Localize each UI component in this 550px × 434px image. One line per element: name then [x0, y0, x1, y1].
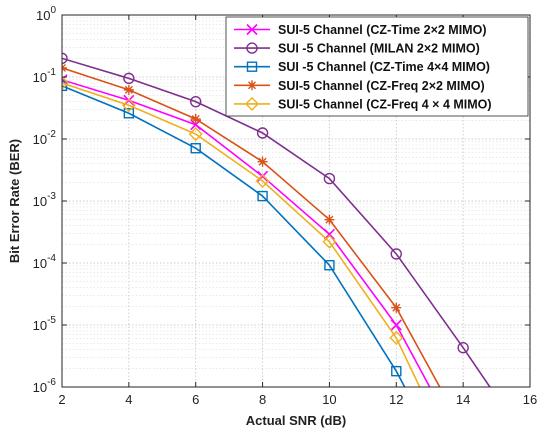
- diamond-marker: [62, 76, 69, 90]
- y-tick-label: 10-4: [33, 253, 57, 271]
- y-tick-label: 10-6: [33, 377, 57, 395]
- x-tick-label: 2: [58, 392, 65, 407]
- square-marker: [391, 365, 402, 377]
- circle-marker: [457, 342, 469, 354]
- circle-marker: [323, 172, 336, 185]
- series-3: [62, 62, 441, 387]
- circle-marker: [390, 248, 402, 260]
- x-tick-label: 12: [389, 392, 403, 407]
- series-line: [62, 82, 421, 387]
- square-marker: [324, 260, 335, 271]
- square-marker: [62, 80, 68, 92]
- series-line: [62, 85, 406, 387]
- legend-entry-label: SUI -5 Channel (MILAN 2×2 MIMO): [278, 42, 480, 56]
- asterisk-marker: [190, 114, 201, 125]
- y-tick-label: 10-1: [33, 67, 57, 85]
- square-marker: [190, 143, 201, 154]
- y-tick-label: 10-2: [33, 129, 57, 147]
- x-marker: [246, 23, 258, 36]
- x-tick-label: 16: [523, 392, 537, 407]
- circle-marker: [246, 42, 258, 54]
- legend-entry-label: SUI -5 Channel (CZ-Time 4×4 MIMO): [278, 60, 490, 74]
- diamond-marker: [121, 98, 136, 113]
- series-line: [62, 57, 491, 387]
- y-tick-label: 10-3: [33, 191, 57, 209]
- legend: SUI-5 Channel (CZ-Time 2×2 MIMO) SUI -5 C…: [225, 16, 529, 117]
- x-marker: [257, 170, 269, 182]
- series-4: [62, 76, 421, 387]
- series-0: [62, 74, 431, 387]
- x-marker: [390, 319, 402, 331]
- diamond-marker: [322, 234, 337, 249]
- asterisk-marker: [247, 80, 257, 91]
- diamond-marker: [255, 174, 270, 189]
- y-tick-label: 100: [36, 5, 56, 23]
- circle-marker: [256, 127, 269, 139]
- x-tick-label: 4: [125, 392, 132, 407]
- diamond-marker: [188, 127, 203, 142]
- series-1: [62, 52, 491, 387]
- legend-entry-label: SUI-5 Channel (CZ-Time 2×2 MIMO): [278, 23, 486, 37]
- circle-marker: [123, 72, 135, 85]
- x-tick-label: 14: [456, 392, 470, 407]
- square-marker: [257, 190, 268, 202]
- x-tick-label: 10: [322, 392, 336, 407]
- diamond-marker: [245, 96, 259, 111]
- diamond-marker: [389, 330, 404, 345]
- circle-marker: [62, 52, 68, 65]
- asterisk-marker: [391, 302, 402, 313]
- series-2: [62, 80, 406, 387]
- asterisk-marker: [257, 156, 268, 167]
- circle-marker: [190, 95, 202, 108]
- series-group: [62, 52, 491, 387]
- square-marker: [123, 108, 135, 119]
- x-axis-label: Actual SNR (dB): [246, 413, 346, 428]
- legend-entry-label: SUI-5 Channel (CZ-Freq 2×2 MIMO): [278, 79, 485, 93]
- legend-box: [225, 16, 529, 117]
- asterisk-marker: [123, 84, 134, 95]
- legend-entry-label: SUI-5 Channel (CZ-Freq 4 × 4 MIMO): [278, 97, 492, 111]
- ticks: 2 4 6 8 10 12 14 16 100 10-1 10-2 10-3 10-4 10-5 10-6: [33, 5, 538, 407]
- x-tick-label: 6: [192, 392, 199, 407]
- asterisk-marker: [324, 214, 335, 225]
- y-tick-label: 10-5: [33, 315, 57, 333]
- square-marker: [246, 61, 258, 72]
- x-tick-label: 8: [259, 392, 266, 407]
- y-axis-label: Bit Error Rate (BER): [7, 139, 22, 263]
